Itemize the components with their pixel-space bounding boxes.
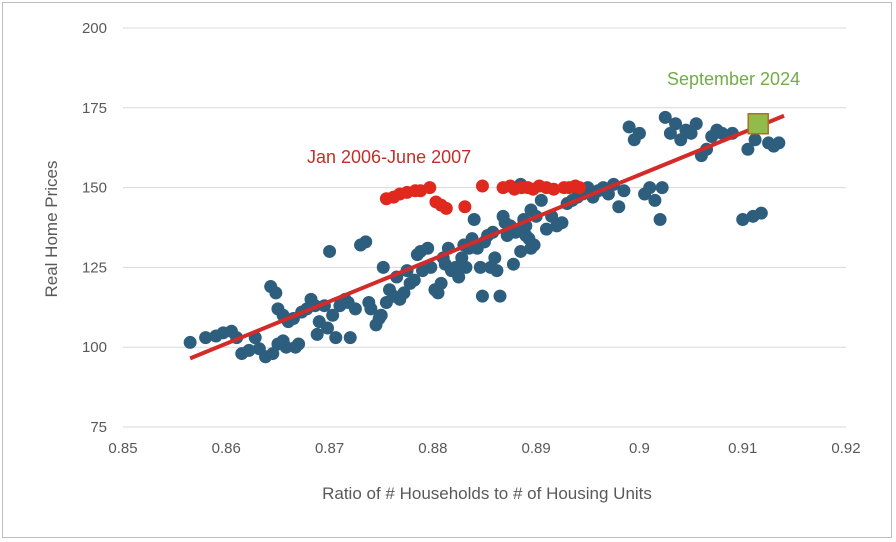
- data-point: [736, 213, 750, 227]
- y-tick-label: 175: [82, 100, 107, 117]
- data-points: [183, 110, 786, 364]
- y-tick-label: 100: [82, 339, 107, 356]
- data-point: [754, 206, 768, 220]
- x-tick-label: 0.85: [108, 440, 137, 457]
- highlight-points: [379, 179, 587, 215]
- data-point: [555, 216, 569, 230]
- data-point: [452, 270, 466, 284]
- data-point: [655, 181, 669, 195]
- x-tick-label: 0.88: [418, 440, 447, 457]
- data-point: [321, 321, 335, 335]
- data-point: [617, 184, 631, 198]
- data-point: [266, 347, 280, 361]
- highlight-point: [547, 182, 561, 196]
- data-point: [421, 241, 435, 255]
- data-point: [424, 260, 438, 274]
- y-tick-label: 200: [82, 20, 107, 37]
- data-point: [534, 193, 548, 207]
- x-tick-label: 0.87: [315, 440, 344, 457]
- data-point: [343, 331, 357, 345]
- data-point: [663, 126, 677, 140]
- highlight-point: [475, 179, 489, 193]
- data-point: [292, 337, 306, 351]
- data-point: [689, 117, 703, 131]
- x-tick-label: 0.9: [629, 440, 650, 457]
- highlight-point: [439, 201, 453, 215]
- data-point: [376, 260, 390, 274]
- highlight-point: [458, 200, 472, 214]
- data-point: [359, 235, 373, 249]
- data-point: [684, 126, 698, 140]
- highlight-point: [573, 181, 587, 195]
- data-point: [475, 289, 489, 303]
- highlight-annotation: Jan 2006-June 2007: [307, 147, 471, 167]
- data-point: [632, 126, 646, 140]
- data-point: [648, 193, 662, 207]
- y-axis-ticks: 75 100 125 150 175 200: [82, 20, 107, 436]
- data-point: [715, 126, 729, 140]
- data-point: [199, 331, 213, 345]
- x-tick-label: 0.89: [522, 440, 551, 457]
- data-point: [473, 260, 487, 274]
- data-point: [374, 308, 388, 322]
- data-point: [539, 222, 553, 236]
- data-point: [269, 286, 283, 300]
- data-point: [527, 238, 541, 252]
- x-axis-title: Ratio of # Households to # of Housing Un…: [322, 484, 652, 503]
- data-point: [467, 213, 481, 227]
- data-point: [524, 203, 538, 217]
- data-point: [772, 136, 786, 150]
- x-tick-label: 0.91: [728, 440, 757, 457]
- data-point: [323, 244, 337, 258]
- latest-annotation: September 2024: [667, 69, 800, 89]
- data-point: [310, 327, 324, 341]
- y-axis-title: Real Home Prices: [42, 161, 61, 298]
- data-point: [407, 273, 421, 287]
- data-point: [622, 120, 636, 134]
- trend-line: [189, 113, 785, 361]
- data-point: [397, 286, 411, 300]
- y-tick-label: 150: [82, 180, 107, 197]
- x-axis-ticks: 0.85 0.86 0.87 0.88 0.89 0.9 0.91 0.92: [108, 440, 860, 457]
- x-tick-label: 0.86: [212, 440, 241, 457]
- data-point: [493, 289, 507, 303]
- data-point: [490, 264, 504, 278]
- data-point: [741, 142, 755, 156]
- data-point: [514, 244, 528, 258]
- data-point: [329, 331, 343, 345]
- y-tick-label: 125: [82, 259, 107, 276]
- y-tick-label: 75: [90, 419, 107, 436]
- data-point: [183, 335, 197, 349]
- data-point: [279, 340, 293, 354]
- data-point: [364, 302, 378, 316]
- data-point: [674, 133, 688, 147]
- data-point: [658, 110, 672, 124]
- data-point: [748, 133, 762, 147]
- data-point: [459, 260, 473, 274]
- data-point: [488, 251, 502, 265]
- data-point: [612, 200, 626, 214]
- data-point: [669, 117, 683, 131]
- data-point: [326, 308, 340, 322]
- data-point: [348, 302, 362, 316]
- data-point: [653, 213, 667, 227]
- highlight-point: [423, 181, 437, 195]
- data-point: [643, 181, 657, 195]
- latest-point-marker: [747, 113, 769, 135]
- data-point: [506, 257, 520, 271]
- x-tick-label: 0.92: [831, 440, 860, 457]
- data-point: [242, 343, 256, 357]
- data-point: [434, 276, 448, 290]
